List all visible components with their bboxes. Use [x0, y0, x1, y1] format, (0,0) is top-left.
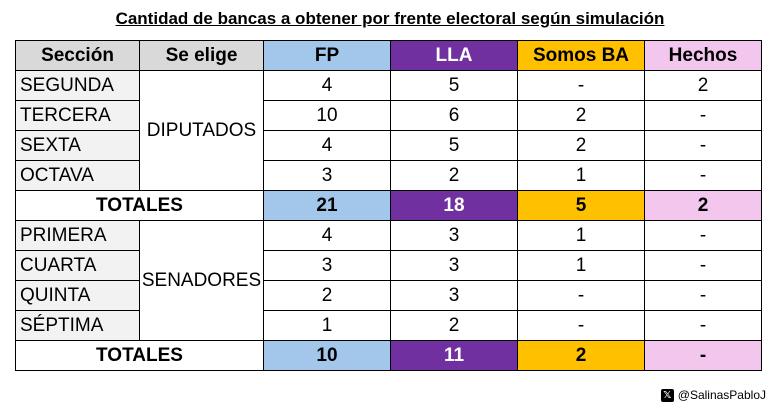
totals-row: TOTALES 21 18 5 2 — [15, 190, 762, 221]
seccion-cell: QUINTA — [15, 280, 140, 311]
table-row: PRIMERA SENADORES 4 3 1- — [15, 220, 762, 341]
value-cell-sba: - — [517, 280, 645, 311]
table-row: SÉPTIMA 1 2- - — [15, 310, 762, 341]
value-cell-fp: 4 — [263, 220, 391, 251]
credit-handle: @SalinasPabloJ — [677, 388, 766, 402]
total-cell-hec: - — [644, 340, 762, 371]
table-row: SEXTA 4 5 2- — [15, 130, 762, 161]
value-cell-sba: - — [517, 70, 645, 101]
header-se-elige: Se elige — [139, 40, 264, 71]
seccion-cell: PRIMERA — [15, 220, 140, 251]
seccion-cell: TERCERA — [15, 100, 140, 131]
header-seccion: Sección — [15, 40, 140, 71]
seccion-cell: SEGUNDA — [15, 70, 140, 101]
value-cell-fp: 4 — [263, 70, 391, 101]
value-cell-lla: 5 — [390, 70, 518, 101]
totals-label: TOTALES — [15, 340, 264, 371]
value-cell-hec: - — [644, 280, 762, 311]
value-cell-sba: 1 — [517, 220, 645, 251]
value-cell-lla: 3 — [390, 280, 518, 311]
value-cell-hec: - — [644, 250, 762, 281]
value-cell-fp: 2 — [263, 280, 391, 311]
value-cell-sba: 1 — [517, 160, 645, 191]
table-row: CUARTA 3 3 1- — [15, 250, 762, 281]
total-cell-fp: 21 — [263, 190, 391, 221]
header-hechos: Hechos — [644, 40, 762, 71]
value-cell-lla: 3 — [390, 250, 518, 281]
value-cell-sba: 1 — [517, 250, 645, 281]
value-cell-fp: 4 — [263, 130, 391, 161]
header-somos-ba: Somos BA — [517, 40, 645, 71]
table-row: OCTAVA 3 2 1- — [15, 160, 762, 191]
value-cell-fp: 3 — [263, 250, 391, 281]
total-cell-hec: 2 — [644, 190, 762, 221]
seccion-cell: SÉPTIMA — [15, 310, 140, 341]
value-cell-sba: 2 — [517, 100, 645, 131]
value-cell-sba: - — [517, 310, 645, 341]
value-cell-lla: 2 — [390, 160, 518, 191]
value-cell-lla: 3 — [390, 220, 518, 251]
seccion-cell: SEXTA — [15, 130, 140, 161]
value-cell-hec: 2 — [644, 70, 762, 101]
header-fp: FP — [263, 40, 391, 71]
total-cell-sba: 2 — [517, 340, 645, 371]
header-lla: LLA — [390, 40, 518, 71]
total-cell-sba: 5 — [517, 190, 645, 221]
group-label: DIPUTADOS — [139, 70, 264, 191]
value-cell-hec: - — [644, 160, 762, 191]
group-label: SENADORES — [139, 220, 264, 341]
table-row: QUINTA 2 3- - — [15, 280, 762, 311]
table-row: TERCERA 10 6 2- — [15, 100, 762, 131]
credit: 𝕏 @SalinasPabloJ — [660, 388, 766, 402]
table-row: SEGUNDA DIPUTADOS 4 5-2 — [15, 70, 762, 191]
seccion-cell: OCTAVA — [15, 160, 140, 191]
total-cell-fp: 10 — [263, 340, 391, 371]
totals-label: TOTALES — [15, 190, 264, 221]
totals-row: TOTALES 10 11 2- — [15, 340, 762, 371]
total-cell-lla: 18 — [390, 190, 518, 221]
value-cell-hec: - — [644, 130, 762, 161]
value-cell-hec: - — [644, 310, 762, 341]
value-cell-lla: 6 — [390, 100, 518, 131]
value-cell-fp: 10 — [263, 100, 391, 131]
x-logo-icon: 𝕏 — [660, 388, 674, 402]
value-cell-lla: 5 — [390, 130, 518, 161]
value-cell-fp: 1 — [263, 310, 391, 341]
value-cell-lla: 2 — [390, 310, 518, 341]
header-row: Sección Se elige FP LLA Somos BA Hechos — [15, 40, 762, 71]
value-cell-hec: - — [644, 100, 762, 131]
value-cell-sba: 2 — [517, 130, 645, 161]
value-cell-hec: - — [644, 220, 762, 251]
value-cell-fp: 3 — [263, 160, 391, 191]
chart-title: Cantidad de bancas a obtener por frente … — [115, 9, 665, 28]
results-table: Sección Se elige FP LLA Somos BA Hechos … — [15, 40, 762, 371]
total-cell-lla: 11 — [390, 340, 518, 371]
seccion-cell: CUARTA — [15, 250, 140, 281]
